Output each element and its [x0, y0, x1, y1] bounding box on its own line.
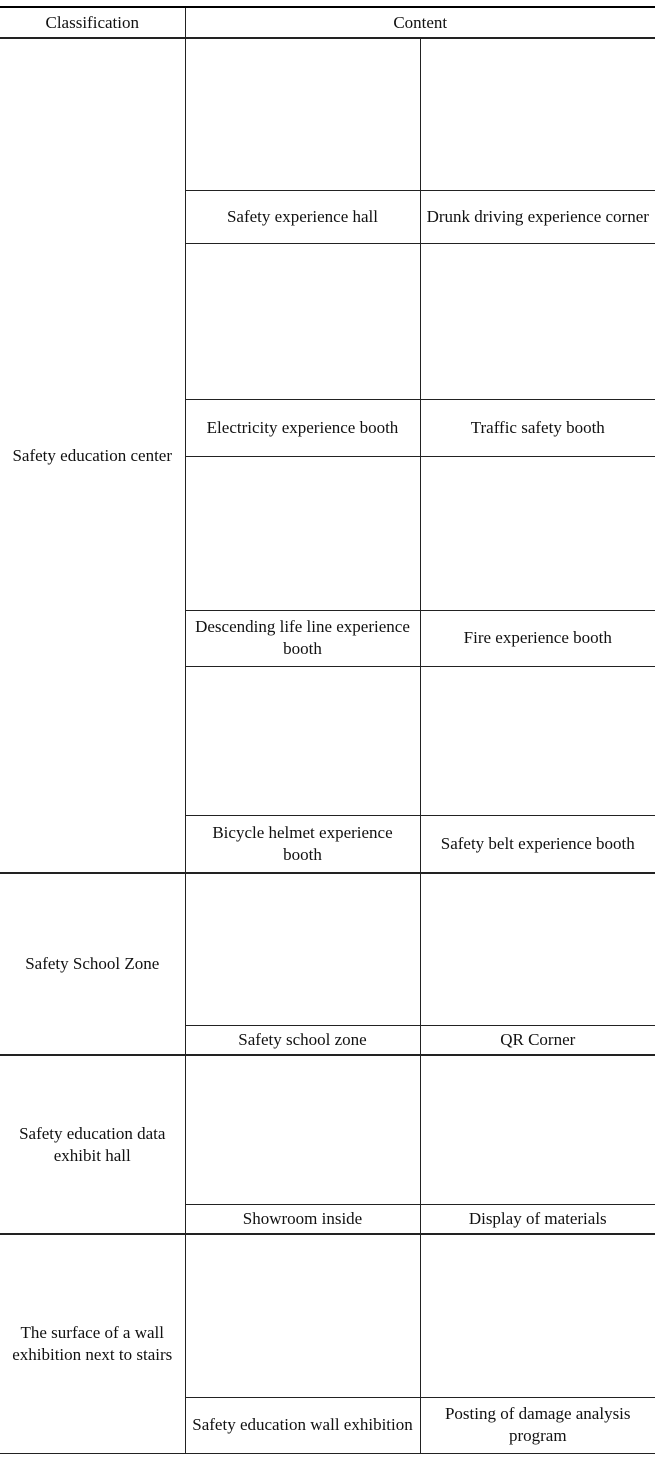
- photo-cell: [420, 1234, 655, 1397]
- caption-cell: QR Corner: [420, 1025, 655, 1055]
- caption-cell: Safety education wall exhibition: [185, 1397, 420, 1453]
- classification-cell: Safety education data exhibit hall: [0, 1055, 185, 1234]
- photo-row: Safety School Zone: [0, 873, 655, 1025]
- photo-cell: [185, 1055, 420, 1204]
- photo-cell: [185, 873, 420, 1025]
- caption-cell: Safety school zone: [185, 1025, 420, 1055]
- photo-row: Safety education center: [0, 38, 655, 190]
- exhibit-table: Classification Content Safety education …: [0, 6, 655, 1454]
- classification-cell: Safety education center: [0, 38, 185, 873]
- photo-cell: [185, 243, 420, 399]
- photo-cell: [185, 1234, 420, 1397]
- caption-cell: Showroom inside: [185, 1204, 420, 1234]
- classification-cell: Safety School Zone: [0, 873, 185, 1055]
- photo-cell: [420, 873, 655, 1025]
- header-cell: Content: [185, 7, 655, 38]
- photo-cell: [420, 666, 655, 815]
- photo-cell: [185, 456, 420, 610]
- photo-cell: [420, 243, 655, 399]
- photo-cell: [420, 456, 655, 610]
- caption-cell: Fire experience booth: [420, 610, 655, 666]
- table-body: Classification Content Safety education …: [0, 7, 655, 1453]
- photo-row: The surface of a wall exhibition next to…: [0, 1234, 655, 1397]
- photo-cell: [185, 666, 420, 815]
- caption-cell: Posting of damage analysis program: [420, 1397, 655, 1453]
- header-cell: Classification: [0, 7, 185, 38]
- caption-cell: Electricity experience booth: [185, 399, 420, 456]
- caption-cell: Traffic safety booth: [420, 399, 655, 456]
- photo-cell: [420, 1055, 655, 1204]
- photo-cell: [420, 38, 655, 190]
- page: Classification Content Safety education …: [0, 0, 655, 1465]
- photo-row: Safety education data exhibit hall: [0, 1055, 655, 1204]
- classification-cell: The surface of a wall exhibition next to…: [0, 1234, 185, 1453]
- caption-cell: Safety experience hall: [185, 190, 420, 243]
- header-row: Classification Content: [0, 7, 655, 38]
- caption-cell: Drunk driving experience corner: [420, 190, 655, 243]
- caption-cell: Descending life line experience booth: [185, 610, 420, 666]
- photo-cell: [185, 38, 420, 190]
- caption-cell: Bicycle helmet experience booth: [185, 815, 420, 873]
- caption-cell: Display of materials: [420, 1204, 655, 1234]
- caption-cell: Safety belt experience booth: [420, 815, 655, 873]
